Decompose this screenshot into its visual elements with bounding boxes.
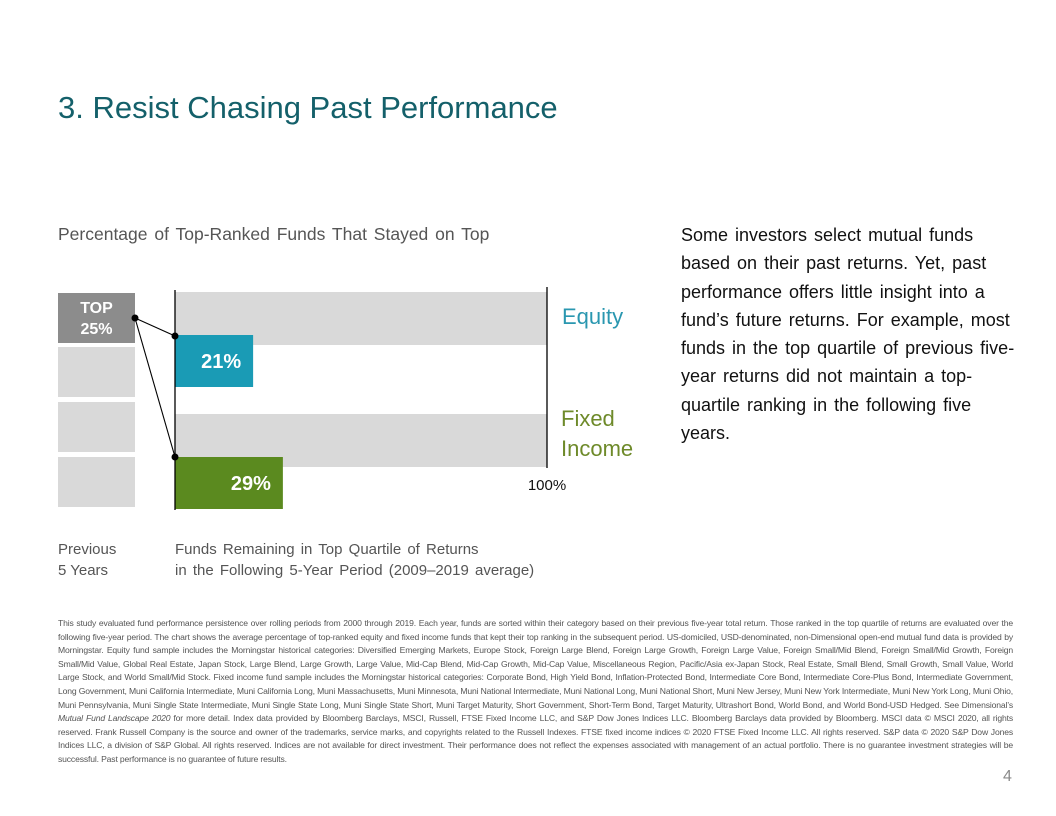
fixed-income-bar [175,457,283,509]
quartile-box [58,402,135,452]
quartile-box [58,347,135,397]
category-label-fixed-income-line1: Fixed [561,406,615,431]
max-tick-label: 100% [528,477,566,494]
fixed-income-value-label: 29% [231,473,271,495]
equity-value-label: 21% [201,351,241,373]
footnote-text-part2: for more detail. Index data provided by … [58,713,1014,764]
fixed-income-connector-dot [171,453,179,461]
equity-bar [175,335,254,387]
top-quartile-label-line1: TOP [80,300,113,317]
chart-title: Percentage of Top-Ranked Funds That Stay… [58,224,490,244]
fixed-income-connector-line [134,317,176,458]
footnote-text-part1: This study evaluated fund performance pe… [58,618,1013,710]
x-axis-label-following: Funds Remaining in Top Quartile of Retur… [175,539,534,581]
top-quartile-label-line2: 25% [80,321,112,338]
category-label-fixed-income-line2: Income [561,436,633,461]
disclosure-footnote: This study evaluated fund performance pe… [58,617,1013,767]
explanation-paragraph: Some investors select mutual funds based… [681,225,1015,444]
x-axis-label-previous: Previous 5 Years [58,539,116,581]
top-quartile-connector-dot [131,314,139,322]
equity-connector-line [134,317,176,337]
equity-connector-dot [171,332,179,340]
x-axis-label-following-line1: Funds Remaining in Top Quartile of Retur… [175,541,479,558]
explanation-text: Some investors select mutual funds based… [681,221,1021,447]
quartile-box [58,457,135,507]
x-axis-label-following-line2: in the Following 5-Year Period (2009–201… [175,562,535,579]
footnote-publication-title: Mutual Fund Landscape 2020 [58,713,171,724]
page-number: 4 [1003,768,1012,785]
page-title: 3. Resist Chasing Past Performance [58,90,558,125]
top-quartile-box [58,293,135,343]
bar-chart: TOP 25% 21% 29% 100% Equity Fixed Income [58,287,633,510]
x-axis-label-previous-line1: Previous [58,541,117,558]
category-label-equity: Equity [562,304,623,329]
x-axis-label-previous-line2: 5 Years [58,562,109,579]
